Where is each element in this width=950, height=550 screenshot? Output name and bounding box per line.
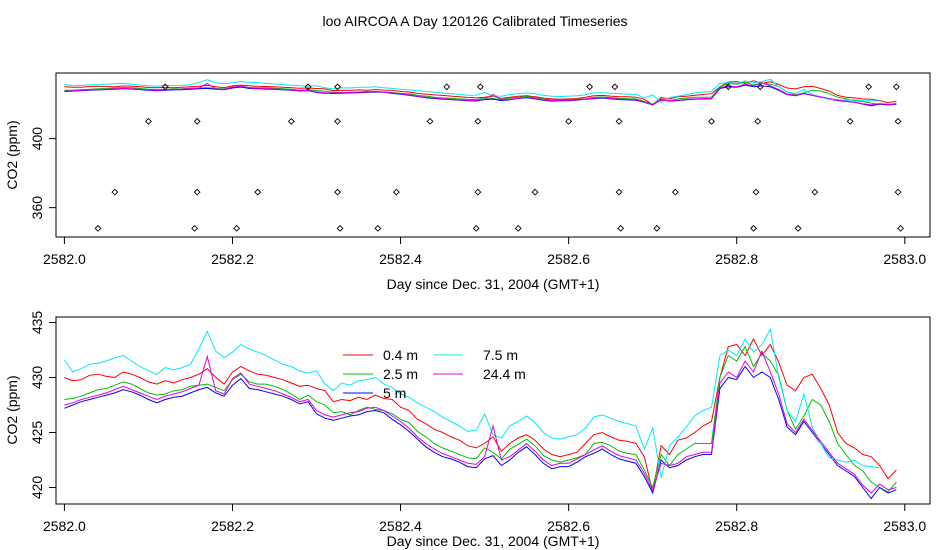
bottom-series-lines <box>63 327 897 500</box>
standard-point <box>145 117 152 125</box>
standard-point <box>161 83 169 91</box>
standard-point <box>865 83 873 91</box>
standard-point <box>611 83 619 91</box>
bottom-plot-frame <box>55 316 931 505</box>
standard-point <box>476 83 484 91</box>
standard-point <box>392 188 400 196</box>
standard-point <box>708 117 715 125</box>
standard-point <box>897 224 905 232</box>
standard-point <box>653 224 661 232</box>
top-y-tick-label: 360 <box>29 196 45 220</box>
top-x-tick-label: 2582.2 <box>211 251 254 267</box>
bottom-y-tick-label: 425 <box>29 421 45 445</box>
bottom-x-tick-label: 2582.6 <box>547 518 590 534</box>
top-x-tick-label: 2583.0 <box>883 251 926 267</box>
standard-point <box>334 117 341 125</box>
bottom-x-tick-label: 2582.2 <box>211 518 254 534</box>
standard-point <box>894 117 902 125</box>
series-line-4 <box>64 349 897 494</box>
bottom-y-tick-label: 435 <box>29 311 45 335</box>
standard-point <box>334 83 341 91</box>
top-plot-frame <box>55 72 931 238</box>
standard-point <box>472 224 480 232</box>
series-line-3 <box>64 78 880 104</box>
standard-point <box>336 224 344 232</box>
series-line-1 <box>64 345 897 493</box>
standard-point <box>586 83 594 91</box>
standard-point <box>565 117 573 125</box>
standard-point <box>94 224 102 232</box>
bottom-y-tick-label: 420 <box>29 476 45 500</box>
legend: 0.4 m 2.5 m 5 m 7.5 m 24.4 m <box>343 347 526 401</box>
standard-point <box>426 117 434 125</box>
standard-point <box>752 188 760 196</box>
series-line-2 <box>64 365 897 500</box>
legend-label: 5 m <box>383 385 406 401</box>
bottom-y-tick-label: 430 <box>29 366 45 390</box>
series-line-3 <box>63 327 880 478</box>
top-x-tick-label: 2582.4 <box>379 251 422 267</box>
standard-point <box>724 83 732 91</box>
legend-label: 7.5 m <box>483 347 518 363</box>
standard-point <box>374 224 382 232</box>
standard-point <box>794 224 802 232</box>
standard-point <box>111 188 119 196</box>
standard-point <box>671 188 679 196</box>
legend-label: 0.4 m <box>383 347 418 363</box>
top-standard-points <box>94 83 905 232</box>
standard-point <box>474 188 482 196</box>
standard-point <box>191 224 199 232</box>
top-y-axis: 360 400 <box>29 127 56 220</box>
top-x-tick-label: 2582.0 <box>43 251 86 267</box>
series-line-4 <box>64 82 897 106</box>
top-x-axis: 2582.0 2582.2 2582.4 2582.6 2582.8 2583.0 <box>43 237 926 267</box>
standard-point <box>443 83 451 91</box>
standard-point <box>254 188 262 196</box>
bottom-x-axis: 2582.0 2582.2 2582.4 2582.6 2582.8 2583.0 <box>43 504 926 534</box>
standard-point <box>287 117 295 125</box>
standard-point <box>894 188 902 196</box>
top-x-tick-label: 2582.6 <box>547 251 590 267</box>
series-line-0 <box>64 337 897 493</box>
standard-point <box>756 83 764 91</box>
standard-point <box>846 117 854 125</box>
standard-point <box>750 224 757 232</box>
standard-point <box>531 188 539 196</box>
standard-point <box>617 224 625 232</box>
bottom-x-tick-label: 2582.8 <box>715 518 758 534</box>
top-y-axis-label: CO2 (ppm) <box>4 120 20 189</box>
chart-title: loo AIRCOA A Day 120126 Calibrated Times… <box>322 13 627 29</box>
standard-point <box>334 188 341 196</box>
bottom-x-tick-label: 2582.4 <box>379 518 422 534</box>
bottom-x-tick-label: 2583.0 <box>883 518 926 534</box>
legend-label: 24.4 m <box>483 366 526 382</box>
standard-point <box>193 117 201 125</box>
standard-point <box>193 188 201 196</box>
standard-point <box>754 117 762 125</box>
legend-label: 2.5 m <box>383 366 418 382</box>
bottom-panel: 2582.0 2582.2 2582.4 2582.6 2582.8 2583.0 420… <box>4 311 931 549</box>
top-series-lines <box>64 78 897 107</box>
standard-point <box>304 83 312 91</box>
top-x-axis-label: Day since Dec. 31, 2004 (GMT+1) <box>387 276 600 292</box>
standard-point <box>474 117 482 125</box>
standard-point <box>615 117 623 125</box>
bottom-x-tick-label: 2582.0 <box>43 518 86 534</box>
standard-point <box>892 83 900 91</box>
bottom-y-axis: 420 425 430 435 <box>29 311 56 500</box>
top-panel: 2582.0 2582.2 2582.4 2582.6 2582.8 2583.0 360… <box>4 72 931 292</box>
bottom-y-axis-label: CO2 (ppm) <box>4 375 20 444</box>
standard-point <box>615 188 623 196</box>
standard-point <box>233 224 241 232</box>
bottom-x-axis-label: Day since Dec. 31, 2004 (GMT+1) <box>387 533 600 549</box>
standard-point <box>811 188 819 196</box>
top-y-tick-label: 400 <box>29 127 45 151</box>
standard-point <box>514 224 522 232</box>
top-x-tick-label: 2582.8 <box>715 251 758 267</box>
